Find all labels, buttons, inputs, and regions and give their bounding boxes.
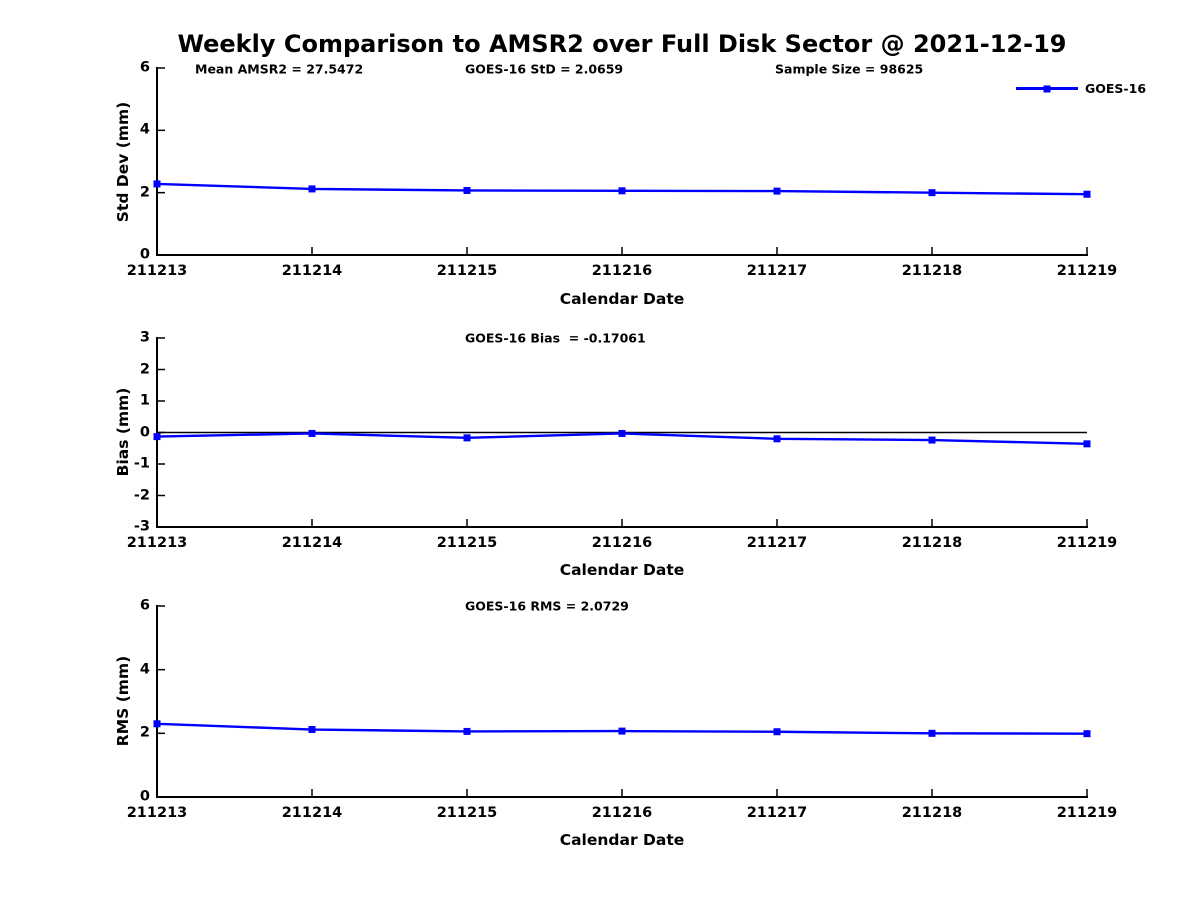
legend-line-sample	[1016, 85, 1078, 92]
x-axis-label-middle: Calendar Date	[559, 561, 685, 579]
x-tick-label: 211216	[591, 805, 653, 821]
figure-title: Weekly Comparison to AMSR2 over Full Dis…	[177, 30, 1067, 58]
x-tick-label: 211218	[901, 805, 963, 821]
x-tick-label: 211219	[1056, 805, 1118, 821]
annotation-goes16-rms: GOES-16 RMS = 2.0729	[465, 598, 629, 614]
data-point-marker	[1083, 730, 1091, 738]
x-tick-label: 211219	[1056, 535, 1118, 551]
y-tick-label: 2	[139, 184, 150, 201]
x-tick-label: 211217	[746, 805, 808, 821]
data-point-marker	[928, 189, 936, 197]
x-axis-label-bottom: Calendar Date	[559, 831, 685, 849]
annotation-goes16-bias: GOES-16 Bias = -0.17061	[465, 330, 646, 346]
y-tick-label: -2	[133, 487, 150, 503]
data-point-marker	[928, 436, 936, 444]
data-point-marker	[928, 729, 936, 737]
y-tick-label: 4	[139, 121, 150, 138]
x-tick-label: 211214	[281, 805, 343, 821]
annotation-mean-amsr2: Mean AMSR2 = 27.5472	[195, 61, 364, 77]
y-tick-label: 2	[139, 361, 150, 377]
x-tick-label: 211217	[746, 535, 808, 551]
x-tick-label: 211215	[436, 535, 498, 551]
x-tick-label: 211218	[901, 535, 963, 551]
data-point-marker	[153, 180, 161, 188]
x-tick-label: 211213	[126, 535, 188, 551]
x-tick-label: 211216	[591, 263, 653, 279]
data-point-marker	[773, 435, 781, 443]
legend: GOES-16	[1016, 82, 1146, 95]
data-point-marker	[153, 720, 161, 728]
data-point-marker	[153, 433, 161, 441]
y-tick-label: 2	[139, 724, 150, 741]
x-tick-label: 211214	[281, 535, 343, 551]
x-tick-label: 211219	[1056, 263, 1118, 279]
y-tick-label: 6	[139, 597, 150, 614]
legend-label: GOES-16	[1085, 81, 1147, 96]
x-tick-label: 211213	[126, 805, 188, 821]
data-point-marker	[1083, 440, 1091, 448]
data-point-marker	[773, 187, 781, 195]
y-tick-label: 0	[139, 246, 150, 263]
data-point-marker	[618, 429, 626, 437]
x-tick-label: 211214	[281, 263, 343, 279]
data-point-marker	[463, 727, 471, 735]
y-tick-label: 4	[139, 661, 150, 678]
data-point-marker	[773, 728, 781, 736]
x-tick-label: 211213	[126, 263, 188, 279]
data-point-marker	[1083, 190, 1091, 198]
annotation-goes16-std: GOES-16 StD = 2.0659	[465, 61, 624, 77]
y-tick-label: 6	[139, 59, 150, 76]
data-point-marker	[618, 727, 626, 735]
x-tick-label: 211215	[436, 263, 498, 279]
y-tick-label: 0	[139, 788, 150, 805]
data-point-marker	[618, 187, 626, 195]
y-tick-label: -1	[133, 455, 150, 472]
data-point-marker	[308, 185, 316, 193]
legend-marker	[1043, 85, 1051, 92]
x-tick-label: 211216	[591, 535, 653, 551]
x-axis-label-top: Calendar Date	[559, 290, 685, 308]
x-tick-label: 211215	[436, 805, 498, 821]
y-axis-label-stddev: Std Dev (mm)	[114, 101, 132, 223]
y-tick-label: 0	[139, 424, 150, 440]
data-point-marker	[463, 434, 471, 442]
y-tick-label: 1	[139, 392, 150, 409]
data-point-marker	[308, 726, 316, 734]
data-point-marker	[308, 429, 316, 437]
y-tick-label: 3	[139, 329, 150, 346]
data-point-marker	[463, 186, 471, 194]
x-tick-label: 211218	[901, 263, 963, 279]
x-tick-label: 211217	[746, 263, 808, 279]
y-tick-label: -3	[133, 518, 150, 535]
annotation-sample-size: Sample Size = 98625	[775, 61, 924, 77]
